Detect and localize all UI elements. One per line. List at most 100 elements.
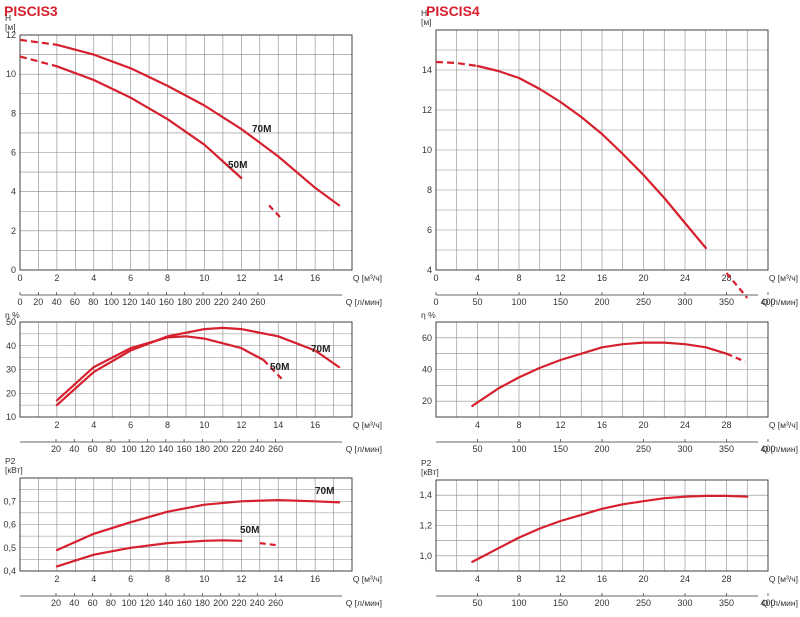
secondary-tick-label: 140 [158, 444, 173, 454]
x-tick-label: 8 [165, 420, 170, 430]
series-label-50M: 50M [270, 362, 289, 373]
secondary-tick-label: 200 [594, 598, 609, 608]
secondary-tick-label: 20 [51, 598, 61, 608]
x-tick-label: 4 [91, 273, 96, 283]
x-axis-label: Q [м³/ч] [353, 273, 382, 283]
secondary-tick-label: 150 [553, 444, 568, 454]
y-tick-label: 12 [6, 30, 16, 40]
title-piscis4: PISCIS4 [426, 3, 480, 19]
y-tick-label: 40 [6, 341, 16, 351]
secondary-tick-label: 400 [760, 598, 775, 608]
secondary-tick-label: 220 [231, 444, 246, 454]
x-tick-label: 28 [721, 574, 731, 584]
y-tick-label: 14 [422, 65, 432, 75]
x-tick-label: 12 [555, 420, 565, 430]
secondary-tick-label: 60 [70, 297, 80, 307]
secondary-tick-label: 60 [88, 598, 98, 608]
curve-main [471, 494, 749, 563]
y-axis-label: P2 [5, 456, 16, 466]
secondary-tick-label: 240 [250, 444, 265, 454]
secondary-tick-label: 180 [177, 297, 192, 307]
y-tick-label: 20 [422, 396, 432, 406]
chart-p3_head: 0 2 4 6 8 10 12 H[м] 0 2 4 6 8 10 12 14 16 Q [м³/ч] 0 20 40 6… [5, 13, 382, 307]
series-label-50M: 50M [228, 160, 247, 171]
y-tick-label: 6 [427, 225, 432, 235]
x-tick-label: 12 [236, 420, 246, 430]
curve-dashed-main [435, 60, 478, 68]
secondary-tick-label: 250 [636, 297, 651, 307]
series-label-70M: 70M [252, 124, 271, 135]
y-tick-label: 6 [11, 148, 16, 158]
y-tick-label: 12 [422, 105, 432, 115]
secondary-tick-label: 50 [472, 297, 482, 307]
curve-dashed-main [725, 272, 749, 299]
y-axis-label: P2 [421, 458, 432, 468]
curve-70M [55, 499, 341, 552]
x-tick-label: 10 [199, 420, 209, 430]
secondary-tick-label: 100 [511, 297, 526, 307]
secondary-tick-label: 40 [69, 444, 79, 454]
x-tick-label: 12 [236, 574, 246, 584]
x-tick-label: 8 [165, 273, 170, 283]
x-axis-label: Q [м³/ч] [353, 420, 382, 430]
secondary-tick-label: 240 [250, 598, 265, 608]
x-tick-label: 0 [433, 273, 438, 283]
secondary-tick-label: 100 [122, 598, 137, 608]
y-tick-label: 10 [6, 69, 16, 79]
y-tick-label: 10 [422, 145, 432, 155]
secondary-tick-label: 50 [472, 598, 482, 608]
title-piscis3: PISCIS3 [4, 3, 58, 19]
secondary-tick-label: 200 [195, 297, 210, 307]
x-tick-label: 16 [597, 574, 607, 584]
y-axis-label: η % [5, 310, 20, 320]
y-axis-label: [кВт] [421, 467, 439, 477]
y-axis-label: [кВт] [5, 465, 23, 475]
curve-dashed-50M [268, 204, 283, 220]
y-tick-label: 0 [11, 265, 16, 275]
curve-50M [55, 539, 243, 568]
x-tick-label: 24 [680, 574, 690, 584]
y-tick-label: 60 [422, 333, 432, 343]
x-tick-label: 16 [597, 420, 607, 430]
y-tick-label: 4 [11, 187, 16, 197]
secondary-tick-label: 120 [122, 297, 137, 307]
y-axis-label: [м] [421, 17, 432, 27]
x-tick-label: 6 [128, 574, 133, 584]
curve-50M [55, 65, 243, 180]
plot-frame [19, 34, 353, 271]
x-tick-label: 16 [310, 273, 320, 283]
x-axis-label: Q [м³/ч] [769, 574, 798, 584]
x-tick-label: 12 [555, 273, 565, 283]
secondary-tick-label: 80 [106, 598, 116, 608]
x-tick-label: 16 [310, 574, 320, 584]
secondary-axis-label: Q [л/мин] [762, 297, 798, 307]
y-axis-label: H [5, 13, 11, 23]
y-axis-label: η % [421, 310, 436, 320]
secondary-tick-label: 180 [195, 444, 210, 454]
secondary-tick-label: 400 [760, 297, 775, 307]
secondary-tick-label: 250 [636, 598, 651, 608]
x-tick-label: 10 [199, 574, 209, 584]
secondary-tick-label: 220 [214, 297, 229, 307]
secondary-tick-label: 350 [719, 297, 734, 307]
secondary-tick-label: 0 [433, 297, 438, 307]
secondary-tick-label: 140 [158, 598, 173, 608]
y-axis-label: H [421, 8, 427, 18]
secondary-tick-label: 300 [677, 297, 692, 307]
curve-dashed-50M [262, 359, 283, 380]
y-tick-label: 0,4 [3, 566, 16, 576]
secondary-tick-label: 300 [677, 598, 692, 608]
secondary-tick-label: 60 [88, 444, 98, 454]
secondary-tick-label: 160 [159, 297, 174, 307]
chart-p3_eff: 10 20 30 40 50η % 2 4 6 8 10 12 14 16 Q [м³/ч] 20 40 60 8… [5, 310, 382, 454]
x-tick-label: 20 [638, 273, 648, 283]
secondary-tick-label: 350 [719, 598, 734, 608]
secondary-tick-label: 0 [17, 297, 22, 307]
secondary-axis-label: Q [л/мин] [346, 598, 382, 608]
secondary-tick-label: 200 [594, 297, 609, 307]
x-tick-label: 8 [516, 574, 521, 584]
series-label-50M: 50M [240, 525, 259, 536]
